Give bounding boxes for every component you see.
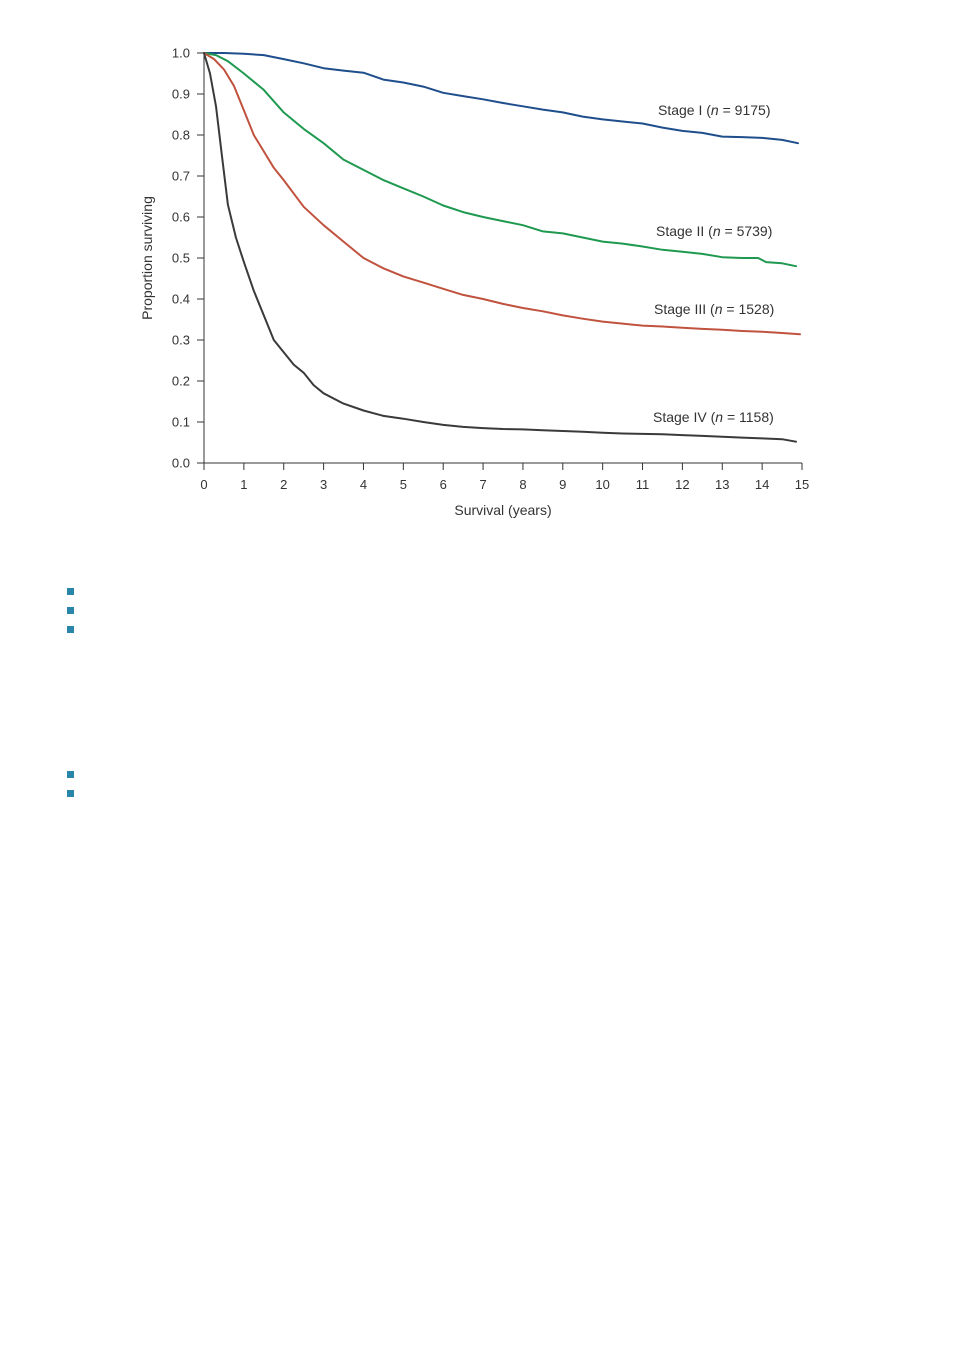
y-tick-label: 0.1 — [172, 415, 190, 430]
x-tick-label: 13 — [715, 477, 729, 492]
bullet-marker — [67, 588, 74, 595]
series-label-stage2: Stage II (n = 5739) — [656, 223, 772, 239]
x-axis-title: Survival (years) — [454, 502, 551, 518]
x-tick-label: 12 — [675, 477, 689, 492]
x-tick-label: 9 — [559, 477, 566, 492]
x-tick-label: 4 — [360, 477, 367, 492]
y-axis-title: Proportion surviving — [139, 196, 155, 320]
x-tick-label: 10 — [595, 477, 609, 492]
series-label-stage1: Stage I (n = 9175) — [658, 102, 770, 118]
y-tick-label: 0.3 — [172, 333, 190, 348]
bullet-marker — [67, 790, 74, 797]
x-tick-label: 11 — [636, 477, 650, 492]
series-labels: Stage I (n = 9175) Stage II (n = 5739) Sta… — [653, 102, 774, 425]
series-label-stage4: Stage IV (n = 1158) — [653, 409, 774, 425]
x-tick-label: 8 — [519, 477, 526, 492]
x-tick-label: 1 — [240, 477, 247, 492]
y-tick-label: 0.9 — [172, 87, 190, 102]
series-line-stage3 — [203, 52, 801, 336]
survival-chart: 0.00.10.20.30.40.50.60.70.80.91.00 1 2 3 4 5 6… — [139, 46, 809, 519]
x-tick-label: 5 — [400, 477, 407, 492]
series-lines — [203, 52, 801, 443]
series-line-stage1 — [203, 52, 799, 145]
y-tick-label: 0.8 — [172, 128, 190, 143]
y-tick-label: 0.4 — [172, 292, 190, 307]
x-tick-label: 6 — [440, 477, 447, 492]
y-tick-label: 0.5 — [172, 251, 190, 266]
series-label-stage3: Stage III (n = 1528) — [654, 301, 774, 317]
bullet-marker — [67, 607, 74, 614]
x-tick-label: 0 — [200, 477, 207, 492]
series-line-stage2 — [203, 52, 797, 268]
series-line-stage4 — [203, 52, 797, 443]
bullet-marker — [67, 771, 74, 778]
y-tick-label: 0.6 — [172, 210, 190, 225]
x-tick-label: 2 — [280, 477, 287, 492]
axes: 0.00.10.20.30.40.50.60.70.80.91.00 1 2 3 4 5 6… — [172, 46, 809, 493]
y-tick-label: 0.2 — [172, 374, 190, 389]
y-tick-label: 1.0 — [172, 46, 190, 61]
x-tick-label: 14 — [755, 477, 769, 492]
x-tick-label: 3 — [320, 477, 327, 492]
x-tick-label: 15 — [795, 477, 809, 492]
x-tick-label: 7 — [479, 477, 486, 492]
y-tick-label: 0.0 — [172, 456, 190, 471]
y-tick-label: 0.7 — [172, 169, 190, 184]
bullet-marker — [67, 626, 74, 633]
